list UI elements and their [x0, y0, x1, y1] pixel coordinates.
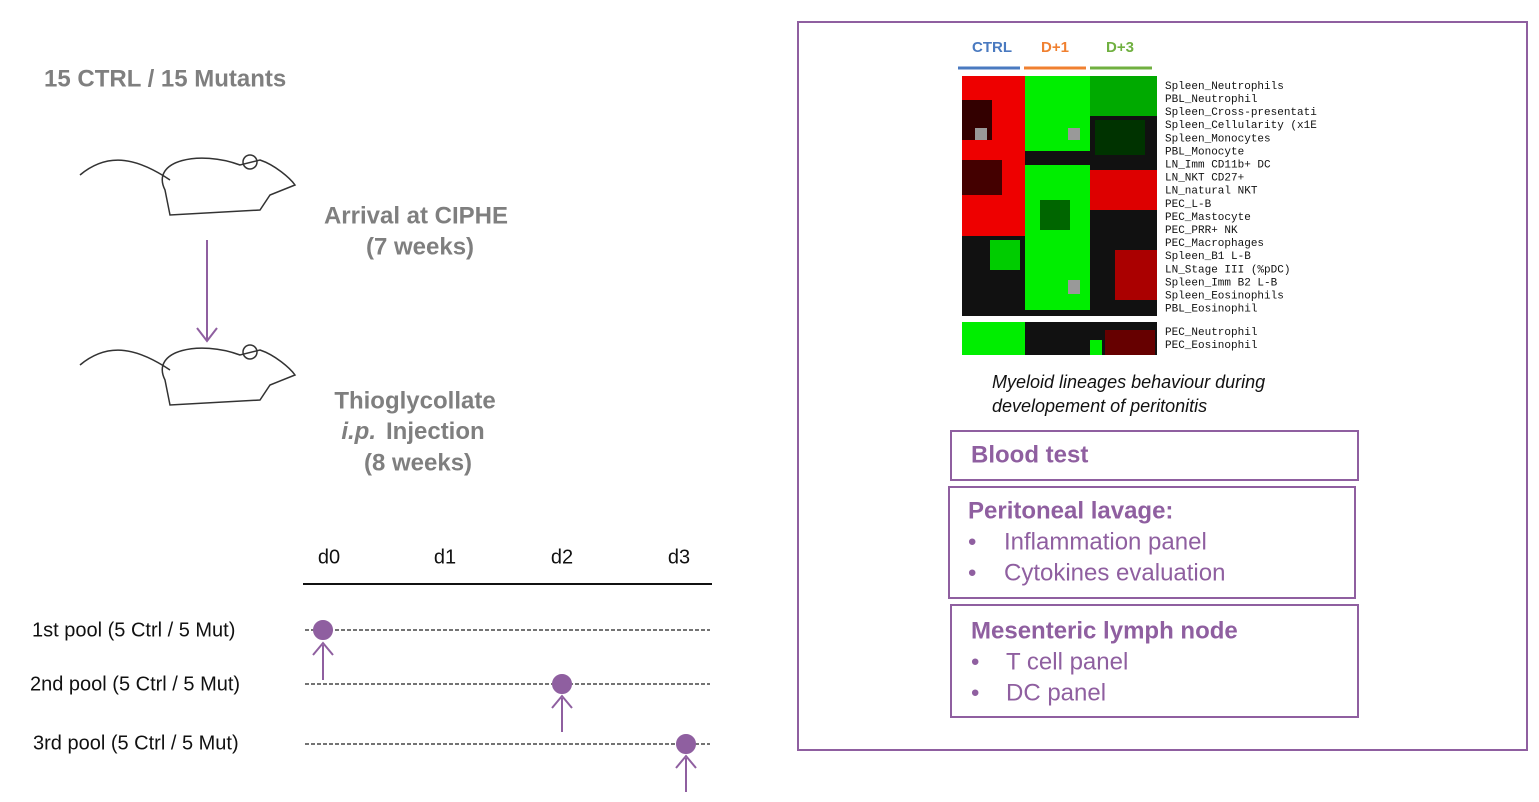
heatmap-row: LN_Stage III (%pDC) — [1165, 264, 1290, 276]
caption: Myeloid lineages behaviour during — [992, 372, 1265, 392]
step-line: (8 weeks) — [364, 449, 472, 476]
box-title: Blood test — [971, 441, 1088, 468]
box-item: T cell panel — [1006, 648, 1128, 675]
step-line: i.p. — [341, 418, 376, 445]
day-label: d2 — [551, 546, 573, 568]
heatmap-row: PEC_PRR+ NK — [1165, 225, 1238, 237]
mouse-icon — [79, 154, 297, 216]
day-label: d3 — [668, 546, 690, 568]
box-title: Peritoneal lavage: — [968, 497, 1173, 524]
heatmap-row: PBL_Monocyte — [1165, 146, 1244, 158]
heatmap-row: Spleen_Imm B2 L-B — [1165, 277, 1278, 289]
heatmap-row: PEC_L-B — [1165, 199, 1212, 211]
bullet: • — [971, 679, 979, 706]
title: 15 CTRL / 15 Mutants — [44, 65, 286, 92]
box-item: Inflammation panel — [1004, 528, 1207, 555]
heatmap-row: LN_Imm CD11b+ DC — [1165, 160, 1271, 172]
heatmap-row: LN_natural NKT — [1165, 186, 1258, 198]
box — [948, 486, 1356, 599]
heatmap-row: PEC_Macrophages — [1165, 238, 1264, 250]
bullet: • — [968, 559, 976, 586]
pool-markers — [312, 620, 697, 792]
heatmap — [962, 76, 1157, 355]
day-label: d1 — [434, 546, 456, 568]
heatmap-row: PBL_Eosinophil — [1165, 304, 1257, 316]
heatmap-row: PEC_Eosinophil — [1165, 340, 1257, 352]
bullet: • — [971, 648, 979, 675]
box-title: Mesenteric lymph node — [971, 617, 1238, 644]
heatmap-row: Spleen_Cellularity (x1E — [1165, 120, 1317, 132]
box — [950, 430, 1359, 481]
step-line: Arrival at CIPHE — [324, 202, 508, 229]
frame — [797, 21, 1528, 751]
heatmap-row: Spleen_Neutrophils — [1165, 81, 1284, 93]
caption: developement of peritonitis — [992, 396, 1207, 416]
mouse-icon — [79, 344, 297, 406]
heatmap-row: LN_NKT CD27+ — [1165, 173, 1244, 185]
heatmap-column: D+3 — [1106, 39, 1134, 56]
heatmap-row: Spleen_Cross-presentati — [1165, 107, 1317, 119]
step-line: Injection — [386, 418, 485, 445]
day-label: d0 — [318, 546, 340, 568]
heatmap-row: Spleen_Eosinophils — [1165, 291, 1284, 303]
bullet: • — [968, 528, 976, 555]
heatmap-column: D+1 — [1041, 39, 1069, 56]
heatmap-column: CTRL — [972, 39, 1012, 56]
heatmap-row: Spleen_Monocytes — [1165, 133, 1271, 145]
pool-label: 2nd pool (5 Ctrl / 5 Mut) — [30, 673, 240, 695]
pool-label: 3rd pool (5 Ctrl / 5 Mut) — [33, 732, 239, 754]
arrow-head — [196, 327, 218, 343]
step-line: (7 weeks) — [366, 233, 474, 260]
box-item: DC panel — [1006, 679, 1106, 706]
heatmap-row: PEC_Neutrophil — [1165, 327, 1257, 339]
step-line: i.p. Injection — [341, 418, 484, 445]
pool-label: 1st pool (5 Ctrl / 5 Mut) — [32, 619, 235, 641]
pool-lines — [305, 629, 710, 745]
heatmap-row: PEC_Mastocyte — [1165, 212, 1251, 224]
box — [950, 604, 1359, 718]
step-line: Thioglycollate — [334, 387, 495, 414]
box-item: Cytokines evaluation — [1004, 559, 1225, 586]
heatmap-row: Spleen_B1 L-B — [1165, 251, 1251, 263]
heatmap-row: PBL_Neutrophil — [1165, 94, 1257, 106]
